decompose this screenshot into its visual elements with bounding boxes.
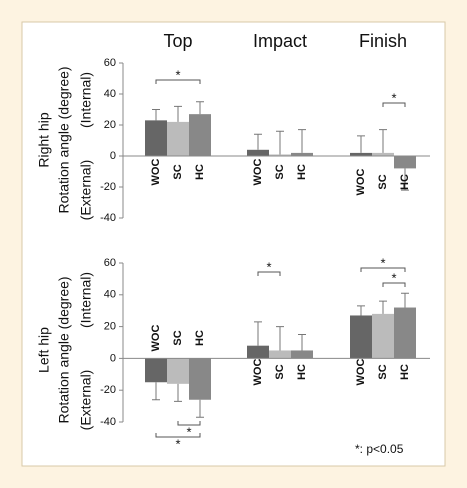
series-label: HC: [399, 174, 411, 190]
group-label: Finish: [359, 31, 407, 51]
series-label: HC: [194, 330, 206, 346]
bar: [350, 315, 372, 359]
y-tick-label: -40: [100, 416, 116, 428]
bar: [145, 120, 167, 156]
error-bar: [152, 382, 160, 401]
bar: [247, 149, 269, 156]
y-tick-label: -40: [100, 212, 116, 224]
series-label: WOC: [252, 159, 264, 186]
significance-bracket: [257, 271, 281, 276]
y-direction-label: (External): [78, 370, 94, 431]
series-label: SC: [377, 364, 389, 379]
bar: [394, 156, 416, 169]
significance-label: *: [380, 255, 385, 270]
bar: [291, 152, 313, 156]
significance-bracket: [382, 102, 406, 107]
y-axis-label: Left hip: [36, 327, 52, 373]
series-label: WOC: [355, 359, 367, 386]
y-tick-label: 40: [104, 289, 116, 301]
series-label: HC: [194, 164, 206, 180]
y-tick-label: 0: [110, 352, 116, 364]
y-direction-label: (Internal): [78, 272, 94, 328]
error-bar: [196, 399, 204, 418]
significance-bracket: [155, 433, 201, 438]
series-label: HC: [399, 364, 411, 380]
significance-bracket: [382, 282, 406, 287]
series-label: HC: [296, 164, 308, 180]
series-label: SC: [274, 364, 286, 379]
y-tick-label: 40: [104, 88, 116, 100]
significance-bracket: [177, 421, 201, 426]
bar: [372, 313, 394, 359]
error-bar: [254, 321, 262, 346]
error-bar: [152, 109, 160, 121]
y-tick-label: -20: [100, 384, 116, 396]
error-bar: [174, 105, 182, 122]
panel-frame: [21, 21, 446, 467]
significance-label: *: [175, 67, 180, 82]
bar: [189, 114, 211, 156]
bar: [350, 152, 372, 156]
bar: [189, 358, 211, 400]
significance-label: *: [391, 270, 396, 285]
error-bar: [379, 129, 387, 153]
series-label: SC: [377, 174, 389, 189]
group-label: Top: [163, 31, 192, 51]
bar: [394, 307, 416, 359]
bar: [291, 350, 313, 359]
y-axis-label: Rotation angle (degree): [56, 276, 72, 423]
series-label: SC: [172, 330, 184, 345]
series-label: WOC: [355, 169, 367, 196]
group-label: Impact: [253, 31, 307, 51]
significance-bracket: [360, 267, 406, 272]
bar: [167, 121, 189, 156]
significance-bracket: [155, 79, 201, 84]
error-bar: [276, 130, 284, 155]
error-bar: [276, 326, 284, 351]
error-bar: [401, 168, 409, 191]
y-tick-label: 0: [110, 150, 116, 162]
significance-label: *: [175, 436, 180, 451]
y-direction-label: (Internal): [78, 72, 94, 128]
series-label: HC: [296, 364, 308, 380]
significance-label: *: [391, 90, 396, 105]
y-tick-label: 20: [104, 321, 116, 333]
bar: [145, 358, 167, 383]
y-tick-label: -20: [100, 181, 116, 193]
error-bar: [254, 133, 262, 150]
error-bar: [401, 292, 409, 308]
error-bar: [174, 383, 182, 402]
error-bar: [298, 334, 306, 351]
bar: [167, 358, 189, 384]
error-bar: [357, 135, 365, 153]
y-tick-label: 60: [104, 257, 116, 269]
y-tick-label: 20: [104, 119, 116, 131]
footnote: *: p<0.05: [355, 442, 404, 456]
bar: [372, 152, 394, 156]
series-label: WOC: [150, 325, 162, 352]
series-label: WOC: [150, 159, 162, 186]
y-direction-label: (External): [78, 160, 94, 221]
y-tick-label: 60: [104, 57, 116, 69]
error-bar: [357, 305, 365, 316]
bar: [269, 350, 291, 359]
bar: [269, 154, 291, 156]
error-bar: [196, 101, 204, 115]
significance-label: *: [186, 424, 191, 439]
series-label: SC: [274, 164, 286, 179]
significance-label: *: [266, 259, 271, 274]
series-label: WOC: [252, 359, 264, 386]
bar: [247, 345, 269, 359]
y-axis-label: Right hip: [36, 112, 52, 167]
error-bar: [379, 300, 387, 314]
error-bar: [298, 129, 306, 153]
series-label: SC: [172, 164, 184, 179]
y-axis-label: Rotation angle (degree): [56, 66, 72, 213]
